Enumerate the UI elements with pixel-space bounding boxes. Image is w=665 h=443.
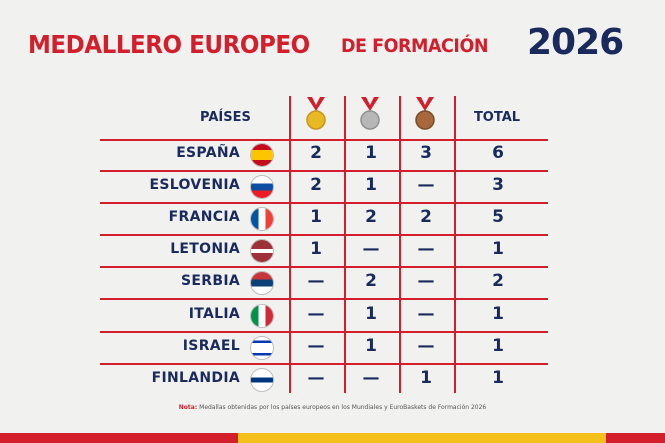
header-total: TOTAL	[473, 110, 521, 125]
medal-count: 3	[420, 143, 432, 163]
total-cell: 1	[492, 335, 504, 356]
country-name: LETONIA	[170, 241, 240, 258]
total-cell: 6	[492, 143, 504, 163]
medal-count: 1	[365, 303, 377, 324]
total-cell: 1	[492, 303, 504, 324]
row-line	[100, 298, 548, 301]
note-label: Nota:	[178, 404, 198, 411]
flag	[251, 176, 273, 199]
medal-count: 1	[365, 175, 377, 196]
title: MEDALLERO EUROPEO	[28, 30, 310, 59]
country-name: ITALIA	[188, 305, 240, 322]
header-line	[100, 139, 548, 141]
bronze-medal-icon	[415, 97, 435, 130]
stripe	[238, 433, 606, 443]
total-cell: 3	[492, 175, 504, 196]
stripe	[606, 433, 665, 443]
country-name: ESPAÑA	[176, 145, 240, 161]
total-cell: 2	[492, 271, 504, 292]
flag	[251, 368, 273, 391]
medal-count: —	[417, 175, 435, 196]
medal-count: 1	[310, 207, 322, 228]
stripe	[0, 433, 238, 443]
medal-count: 2	[310, 143, 322, 163]
total-cell: 1	[492, 239, 504, 260]
row-line	[100, 234, 548, 237]
flag	[251, 208, 273, 231]
medal-count: 2	[365, 271, 377, 292]
medal-count: —	[307, 303, 325, 324]
silver-medal-icon	[360, 97, 380, 130]
medal-count: —	[417, 239, 435, 260]
row-line	[100, 266, 548, 269]
country-name: ISRAEL	[182, 337, 240, 354]
medal-count: —	[417, 335, 435, 356]
note-text: Medallas obtenidas por los países europe…	[199, 404, 487, 411]
medal-count: 2	[365, 207, 377, 228]
column-line	[399, 96, 401, 393]
row-line	[100, 202, 548, 205]
medal-count: 1	[310, 239, 322, 260]
flag	[251, 304, 273, 327]
column-line	[344, 96, 346, 393]
column-line	[454, 96, 456, 393]
country-name: FRANCIA	[168, 209, 240, 226]
medal-count: —	[307, 367, 325, 388]
medal-count: —	[417, 271, 435, 292]
medal-count: 2	[310, 175, 322, 196]
country-name: FINLANDIA	[151, 369, 240, 386]
flag	[251, 272, 273, 295]
footnote: Nota: Medallas obtenidas por los países …	[0, 404, 665, 411]
row-line	[100, 362, 548, 365]
medal-count: —	[362, 367, 380, 388]
medal-count: 1	[420, 367, 432, 388]
gold-medal-icon	[306, 97, 326, 130]
total-cell: 1	[492, 367, 504, 388]
medal-count: 1	[365, 335, 377, 356]
medal-count: 1	[365, 143, 377, 163]
country-name: SERBIA	[181, 273, 240, 290]
header-country: PAÍSES	[200, 110, 251, 125]
subtitle: DE FORMACIÓN	[341, 35, 489, 57]
medal-count: 2	[420, 207, 432, 228]
row-line	[100, 330, 548, 333]
medal-count: —	[307, 271, 325, 292]
total-cell: 5	[492, 207, 504, 228]
year: 2026	[527, 22, 624, 63]
medal-count: —	[362, 239, 380, 260]
flag	[251, 144, 273, 166]
flag	[251, 240, 273, 263]
flag	[251, 336, 273, 359]
medal-count: —	[307, 335, 325, 356]
row-line	[100, 170, 548, 172]
medal-count: —	[417, 303, 435, 324]
country-name: ESLOVENIA	[149, 177, 240, 194]
column-line	[289, 96, 291, 393]
